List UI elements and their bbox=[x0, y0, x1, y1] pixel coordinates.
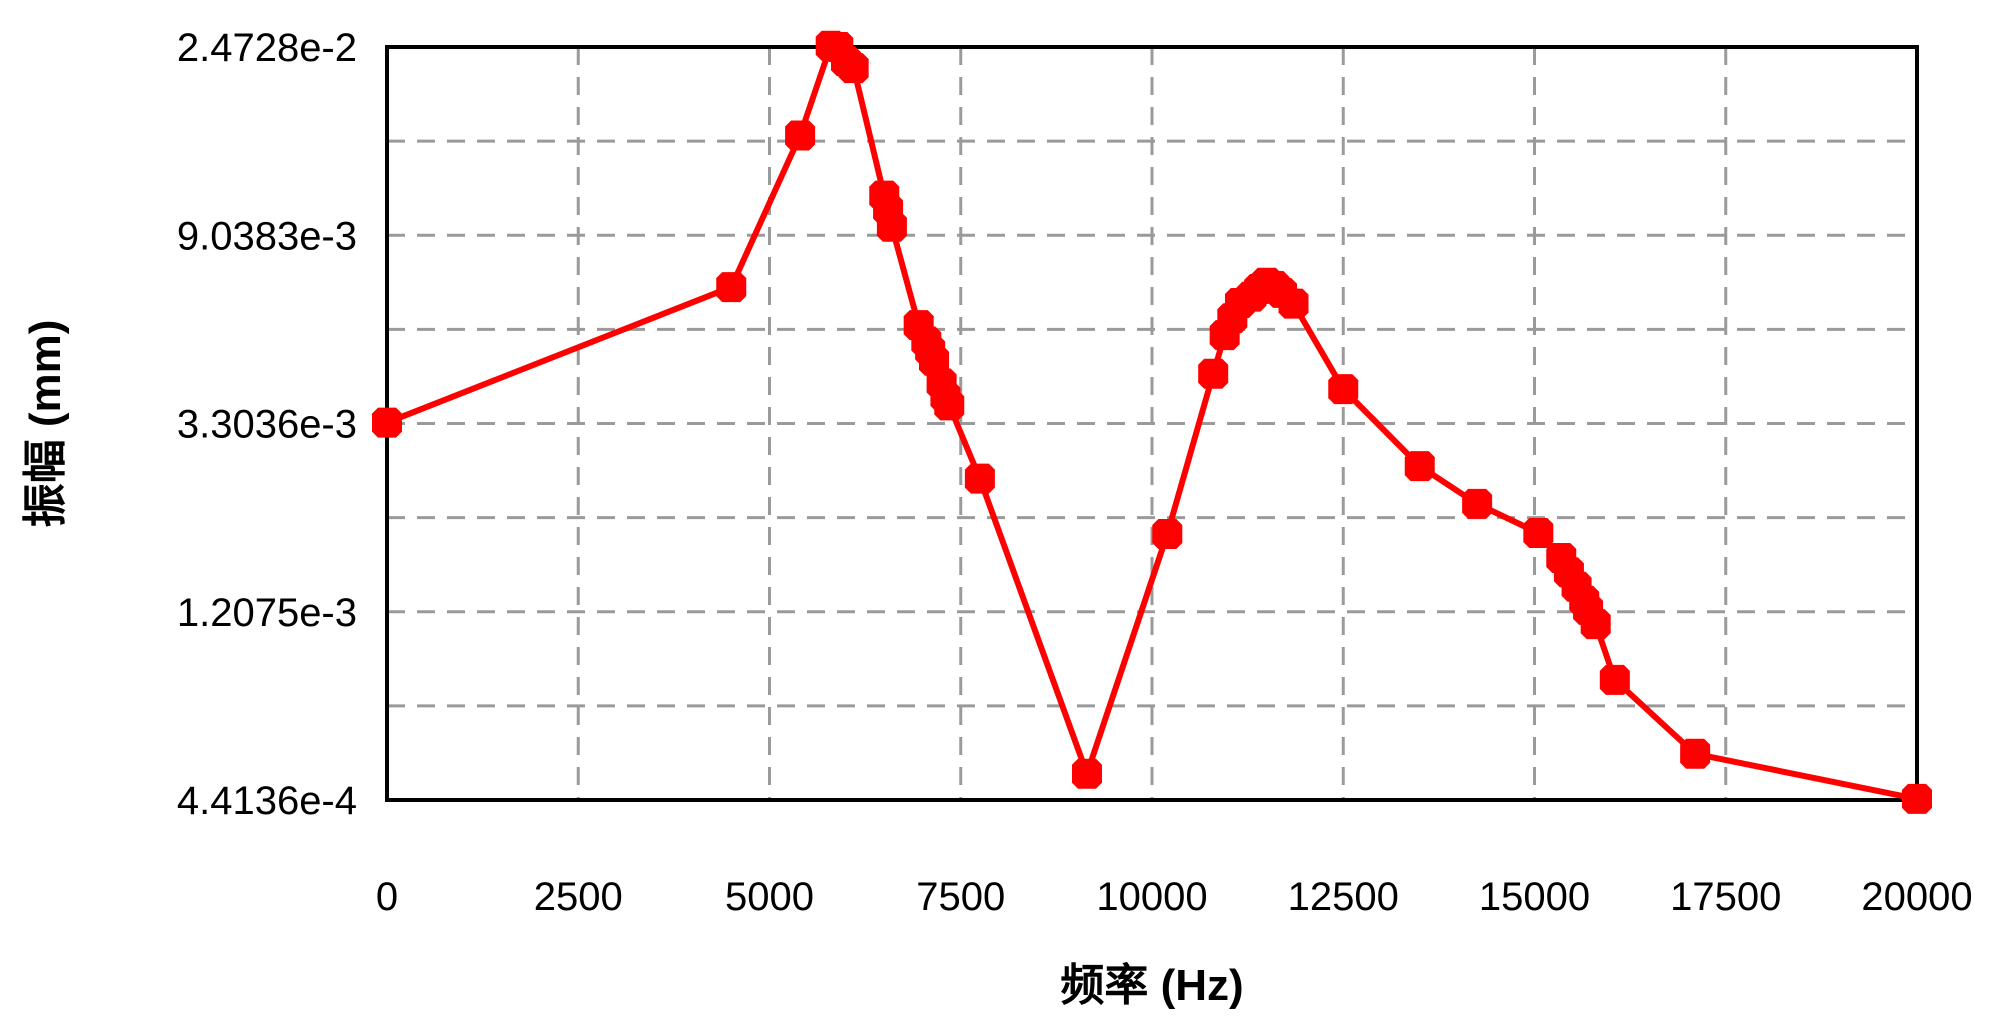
x-tick-label: 20000 bbox=[1861, 875, 1972, 919]
x-tick-label: 17500 bbox=[1670, 875, 1781, 919]
y-tick-label: 1.2075e-3 bbox=[177, 591, 357, 635]
y-tick-label: 2.4728e-2 bbox=[177, 26, 357, 70]
grid bbox=[387, 47, 1917, 800]
data-point bbox=[876, 211, 907, 242]
x-tick-label: 2500 bbox=[534, 875, 623, 919]
data-point bbox=[372, 407, 402, 438]
data-point bbox=[918, 345, 949, 376]
data-point bbox=[1523, 517, 1554, 548]
data-point bbox=[838, 53, 869, 84]
y-tick-label: 9.0383e-3 bbox=[177, 214, 357, 258]
x-tick-label: 0 bbox=[376, 875, 398, 919]
data-point bbox=[934, 390, 965, 421]
data-point bbox=[1328, 374, 1359, 405]
x-tick-label: 5000 bbox=[725, 875, 814, 919]
data-point bbox=[1198, 358, 1229, 389]
data-point bbox=[1152, 518, 1183, 549]
data-point bbox=[1462, 488, 1493, 519]
data-point bbox=[1902, 783, 1932, 814]
data-point bbox=[1278, 288, 1309, 319]
data-point bbox=[1071, 758, 1102, 789]
data-point bbox=[1580, 609, 1611, 640]
y-tick-label: 4.4136e-4 bbox=[177, 779, 357, 823]
y-tick-label: 3.3036e-3 bbox=[177, 403, 357, 447]
data-point bbox=[1680, 738, 1711, 769]
data-point bbox=[716, 272, 747, 303]
x-tick-label: 7500 bbox=[916, 875, 1005, 919]
y-axis-ticks: 2.4728e-2 9.0383e-3 3.3036e-3 1.2075e-3 4.41… bbox=[177, 26, 357, 823]
x-tick-label: 10000 bbox=[1096, 875, 1207, 919]
x-tick-label: 12500 bbox=[1288, 875, 1399, 919]
x-tick-label: 15000 bbox=[1479, 875, 1590, 919]
data-point bbox=[964, 463, 995, 494]
x-axis-ticks: 0 2500 5000 7500 10000 12500 15000 17500 20000 bbox=[376, 875, 1973, 919]
x-axis-label: 频率 (Hz) bbox=[1060, 961, 1243, 1010]
series bbox=[372, 30, 1932, 814]
data-point bbox=[1599, 664, 1630, 695]
data-point bbox=[785, 120, 816, 151]
data-point bbox=[1404, 451, 1435, 482]
y-axis-label: 振幅 (mm) bbox=[21, 320, 70, 528]
